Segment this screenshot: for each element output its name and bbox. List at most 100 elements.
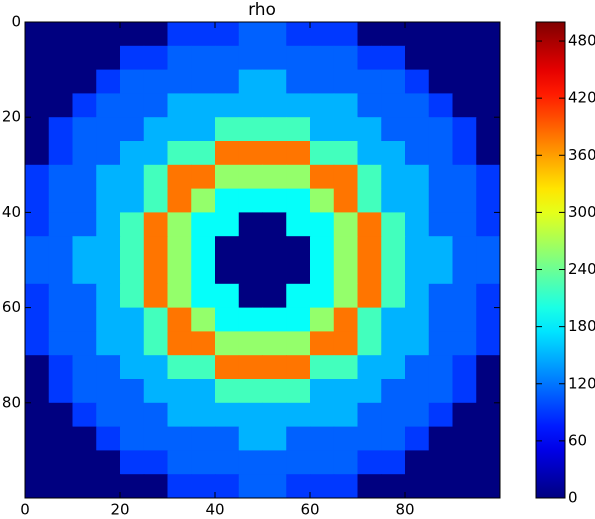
heatmap-cell [120,212,145,237]
heatmap-cell [72,236,97,261]
heatmap-cell [167,236,192,261]
heatmap-cell [120,283,145,309]
heatmap-cell [191,260,216,285]
heatmap-cell [96,236,121,261]
heatmap-cell [48,93,73,118]
heatmap-cell [381,402,406,428]
heatmap-cell [215,450,240,475]
heatmap-cell [310,474,335,499]
heatmap-cell [452,93,477,118]
heatmap-cell [333,141,358,166]
heatmap-cell [452,379,477,404]
heatmap-cell [215,93,240,118]
heatmap-cell [191,450,216,475]
heatmap-cell [72,450,97,475]
heatmap-cell [333,450,358,475]
heatmap-cell [48,283,73,309]
heatmap-cell [215,379,240,404]
heatmap-cell [476,355,501,380]
heatmap-cell [262,402,287,428]
heatmap-cell [191,379,216,404]
colorbar-tick-label: 60 [568,431,587,449]
heatmap-cell [310,307,335,332]
heatmap-cell [405,69,430,94]
heatmap-cell [262,283,287,309]
heatmap-cell [357,260,382,285]
heatmap-cell [167,164,192,190]
heatmap-cell [96,283,121,309]
heatmap-cell [72,331,97,356]
heatmap-cell [381,93,406,118]
heatmap-cell [215,331,240,356]
heatmap-cell [120,236,145,261]
heatmap-cell [476,236,501,261]
heatmap-cell [310,331,335,356]
heatmap-cell [120,355,145,380]
heatmap-cell [191,355,216,380]
colorbar-tick-label: 120 [568,374,595,392]
heatmap-cell [476,331,501,356]
heatmap-cell [215,474,240,499]
heatmap-cell [452,260,477,285]
heatmap-cell [428,45,453,71]
heatmap-cell [310,379,335,404]
colorbar-tick-label: 0 [568,489,578,507]
heatmap-cell [310,141,335,166]
heatmap-cell [452,69,477,94]
heatmap-cell [452,450,477,475]
heatmap-cell [48,45,73,71]
colorbar-tick-label: 240 [568,260,595,278]
heatmap-cell [476,379,501,404]
x-tick-label: 80 [395,501,414,519]
heatmap-cell [286,379,311,404]
heatmap-cell [357,283,382,309]
heatmap-cell [191,164,216,190]
heatmap-cell [120,402,145,428]
heatmap-cell [357,188,382,213]
heatmap-cell [167,402,192,428]
heatmap-cell [215,212,240,237]
heatmap-cell [215,22,240,47]
heatmap-cell [476,283,501,309]
heatmap-cell [428,260,453,285]
heatmap-cell [143,69,168,94]
heatmap-cell [286,331,311,356]
heatmap-cell [357,236,382,261]
heatmap-cell [215,307,240,332]
heatmap-cell [167,45,192,71]
heatmap-cell [191,236,216,261]
heatmap-cell [215,355,240,380]
heatmap-cell [143,188,168,213]
heatmap-cell [191,69,216,94]
heatmap-cell [405,236,430,261]
heatmap-cell [191,331,216,356]
heatmap-cell [120,188,145,213]
heatmap-cell [476,426,501,451]
heatmap-cell [25,117,50,142]
heatmap-cell [96,45,121,71]
heatmap-cell [286,117,311,142]
heatmap-cell [215,69,240,94]
heatmap-cell [405,283,430,309]
heatmap-cell [167,355,192,380]
heatmap-cell [333,45,358,71]
heatmap-cell [215,283,240,309]
heatmap-cell [72,188,97,213]
heatmap-cell [96,141,121,166]
y-tick-label: 60 [2,298,21,316]
heatmap-cell [72,45,97,71]
heatmap-cell [310,117,335,142]
heatmap-cell [452,164,477,190]
heatmap-cell [262,307,287,332]
heatmap-cell [25,69,50,94]
heatmap-cell [428,236,453,261]
heatmap-cell [428,331,453,356]
heatmap-cell [333,164,358,190]
heatmap-cell [96,212,121,237]
heatmap-cell [357,307,382,332]
heatmap-cell [333,188,358,213]
heatmap-cell [143,212,168,237]
heatmap-cell [357,212,382,237]
heatmap-cell [72,426,97,451]
heatmap-cell [428,93,453,118]
